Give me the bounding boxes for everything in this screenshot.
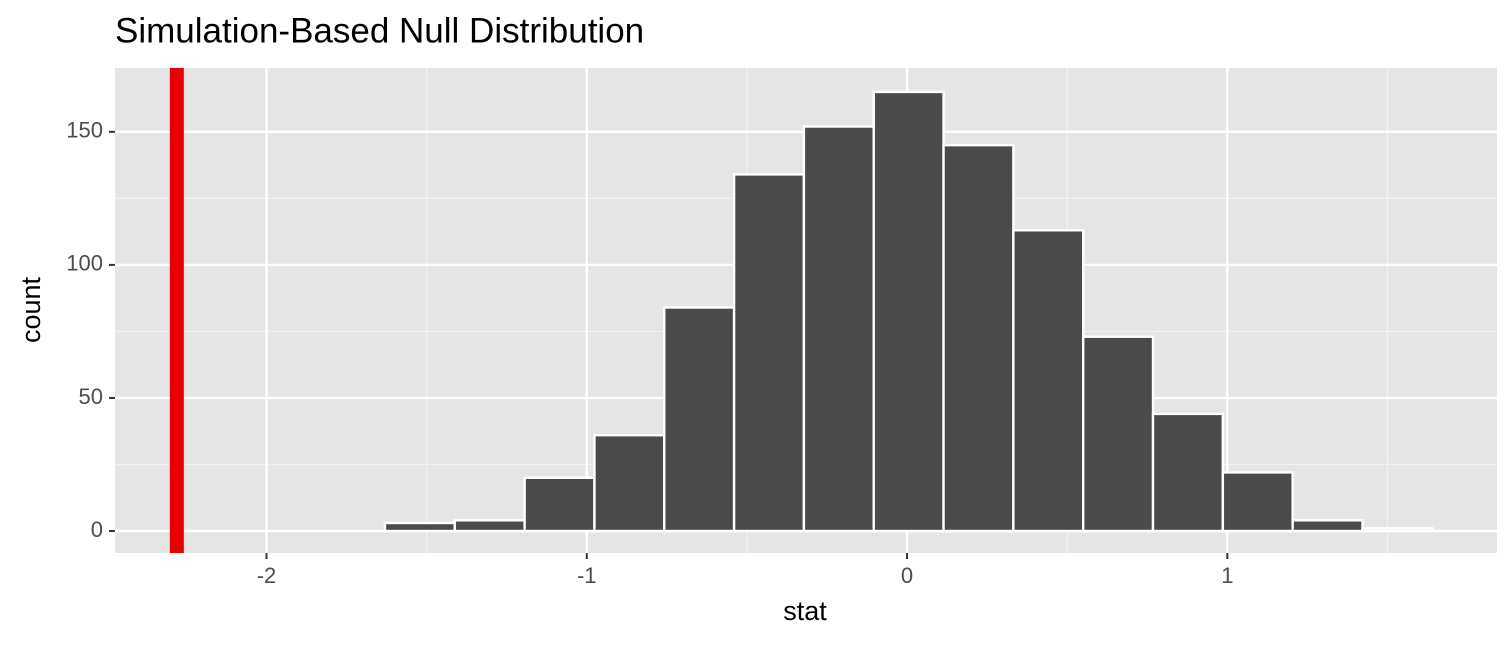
y-axis-title: count bbox=[16, 276, 46, 343]
bar bbox=[453, 519, 526, 533]
bar bbox=[593, 434, 666, 533]
bar bbox=[663, 306, 736, 533]
bar bbox=[1361, 527, 1434, 533]
y-tick-label: 50 bbox=[79, 384, 103, 409]
bar bbox=[872, 90, 945, 533]
y-tick-label: 150 bbox=[66, 118, 103, 143]
bar bbox=[383, 521, 457, 533]
bar bbox=[802, 125, 875, 533]
chart-title: Simulation-Based Null Distribution bbox=[115, 11, 644, 50]
bar bbox=[1012, 229, 1085, 533]
bar bbox=[523, 476, 596, 533]
bar bbox=[1291, 519, 1364, 533]
x-tick-label: -1 bbox=[577, 563, 597, 588]
bar bbox=[942, 143, 1015, 533]
x-tick-label: -2 bbox=[257, 563, 277, 588]
bar bbox=[1221, 471, 1294, 533]
bar bbox=[1082, 335, 1155, 533]
x-axis-title: stat bbox=[783, 596, 827, 626]
x-tick-label: 0 bbox=[901, 563, 913, 588]
bar bbox=[732, 173, 806, 533]
y-tick-label: 0 bbox=[91, 517, 103, 542]
y-tick-label: 100 bbox=[66, 251, 103, 276]
bar bbox=[1151, 412, 1225, 533]
x-tick-label: 1 bbox=[1221, 563, 1233, 588]
